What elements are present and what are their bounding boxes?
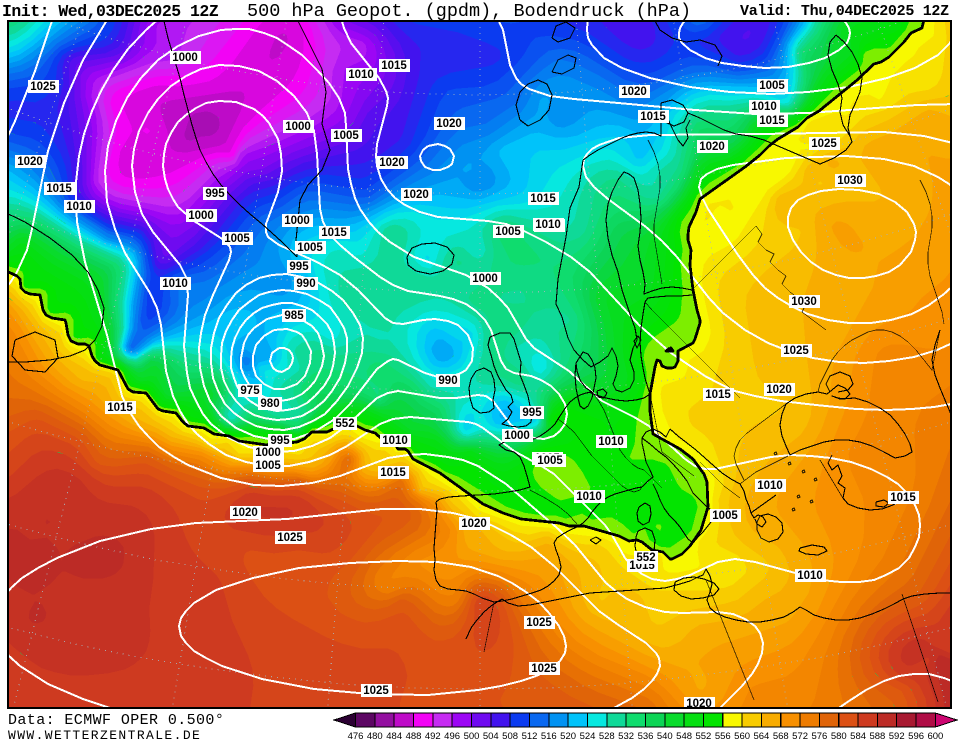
svg-text:975: 975 xyxy=(240,385,260,397)
svg-text:560: 560 xyxy=(734,731,750,741)
svg-text:576: 576 xyxy=(811,731,827,741)
svg-text:1005: 1005 xyxy=(297,242,323,254)
svg-text:1010: 1010 xyxy=(757,480,783,492)
svg-text:1005: 1005 xyxy=(333,130,359,142)
svg-text:1005: 1005 xyxy=(255,460,281,472)
svg-text:995: 995 xyxy=(205,188,225,200)
svg-text:548: 548 xyxy=(676,731,692,741)
svg-text:496: 496 xyxy=(444,731,460,741)
svg-text:1015: 1015 xyxy=(530,193,556,205)
svg-text:564: 564 xyxy=(753,731,769,741)
svg-text:532: 532 xyxy=(618,731,634,741)
svg-text:1000: 1000 xyxy=(285,121,311,133)
svg-text:504: 504 xyxy=(483,731,499,741)
svg-text:476: 476 xyxy=(348,731,364,741)
svg-text:1010: 1010 xyxy=(797,570,823,582)
svg-text:995: 995 xyxy=(289,261,309,273)
svg-text:990: 990 xyxy=(296,278,315,290)
svg-text:980: 980 xyxy=(260,398,279,410)
svg-text:1010: 1010 xyxy=(348,69,374,81)
svg-text:600: 600 xyxy=(927,731,943,741)
svg-text:500: 500 xyxy=(464,731,480,741)
svg-text:1025: 1025 xyxy=(277,532,303,544)
svg-text:484: 484 xyxy=(386,731,402,741)
svg-text:588: 588 xyxy=(869,731,885,741)
svg-text:1015: 1015 xyxy=(380,467,406,479)
svg-text:1020: 1020 xyxy=(232,507,258,519)
svg-text:1010: 1010 xyxy=(535,219,561,231)
svg-text:1015: 1015 xyxy=(381,60,407,72)
svg-text:1025: 1025 xyxy=(811,138,837,150)
svg-text:1015: 1015 xyxy=(107,402,133,414)
svg-text:1010: 1010 xyxy=(598,436,624,448)
svg-text:1020: 1020 xyxy=(766,384,792,396)
svg-text:985: 985 xyxy=(284,310,304,322)
svg-text:1015: 1015 xyxy=(46,183,72,195)
svg-text:1025: 1025 xyxy=(363,685,389,697)
svg-text:1010: 1010 xyxy=(576,491,602,503)
svg-text:1020: 1020 xyxy=(436,118,462,130)
svg-text:1005: 1005 xyxy=(537,455,563,467)
svg-text:540: 540 xyxy=(657,731,673,741)
svg-text:1000: 1000 xyxy=(504,430,530,442)
svg-text:492: 492 xyxy=(425,731,441,741)
svg-text:572: 572 xyxy=(792,731,808,741)
svg-text:1020: 1020 xyxy=(699,141,725,153)
svg-text:1015: 1015 xyxy=(759,115,785,127)
svg-text:1000: 1000 xyxy=(284,215,310,227)
svg-text:480: 480 xyxy=(367,731,383,741)
svg-text:488: 488 xyxy=(406,731,422,741)
svg-text:1005: 1005 xyxy=(224,233,250,245)
svg-text:596: 596 xyxy=(908,731,924,741)
svg-text:536: 536 xyxy=(638,731,654,741)
svg-text:512: 512 xyxy=(522,731,538,741)
svg-text:552: 552 xyxy=(636,552,655,564)
svg-text:1015: 1015 xyxy=(705,389,731,401)
svg-text:1020: 1020 xyxy=(461,518,487,530)
svg-text:508: 508 xyxy=(502,731,518,741)
svg-text:1025: 1025 xyxy=(30,81,56,93)
svg-text:1025: 1025 xyxy=(531,663,557,675)
svg-text:1010: 1010 xyxy=(382,435,408,447)
svg-text:568: 568 xyxy=(773,731,789,741)
svg-text:1025: 1025 xyxy=(783,345,809,357)
svg-text:1025: 1025 xyxy=(526,617,552,629)
svg-text:1005: 1005 xyxy=(712,510,738,522)
svg-text:990: 990 xyxy=(438,375,457,387)
svg-text:1015: 1015 xyxy=(640,111,666,123)
svg-text:1000: 1000 xyxy=(188,210,214,222)
svg-text:556: 556 xyxy=(715,731,731,741)
svg-text:1020: 1020 xyxy=(379,157,405,169)
svg-text:1000: 1000 xyxy=(172,52,198,64)
svg-text:1010: 1010 xyxy=(66,201,92,213)
svg-text:520: 520 xyxy=(560,731,576,741)
svg-text:1020: 1020 xyxy=(403,189,429,201)
svg-text:552: 552 xyxy=(335,418,354,430)
svg-text:552: 552 xyxy=(695,731,711,741)
svg-text:580: 580 xyxy=(831,731,847,741)
svg-text:1005: 1005 xyxy=(759,80,785,92)
svg-text:1020: 1020 xyxy=(621,86,647,98)
svg-text:995: 995 xyxy=(270,435,290,447)
svg-text:1000: 1000 xyxy=(472,273,498,285)
svg-text:1005: 1005 xyxy=(495,226,521,238)
svg-text:524: 524 xyxy=(580,731,596,741)
svg-text:1015: 1015 xyxy=(890,492,916,504)
svg-text:1030: 1030 xyxy=(791,296,817,308)
svg-text:1010: 1010 xyxy=(162,278,188,290)
svg-text:1000: 1000 xyxy=(255,447,281,459)
svg-text:1020: 1020 xyxy=(17,156,43,168)
svg-text:1010: 1010 xyxy=(751,101,777,113)
svg-text:995: 995 xyxy=(522,407,542,419)
svg-text:592: 592 xyxy=(889,731,905,741)
svg-text:528: 528 xyxy=(599,731,615,741)
svg-text:1030: 1030 xyxy=(837,175,863,187)
svg-text:1015: 1015 xyxy=(321,227,347,239)
svg-text:584: 584 xyxy=(850,731,866,741)
svg-text:516: 516 xyxy=(541,731,557,741)
